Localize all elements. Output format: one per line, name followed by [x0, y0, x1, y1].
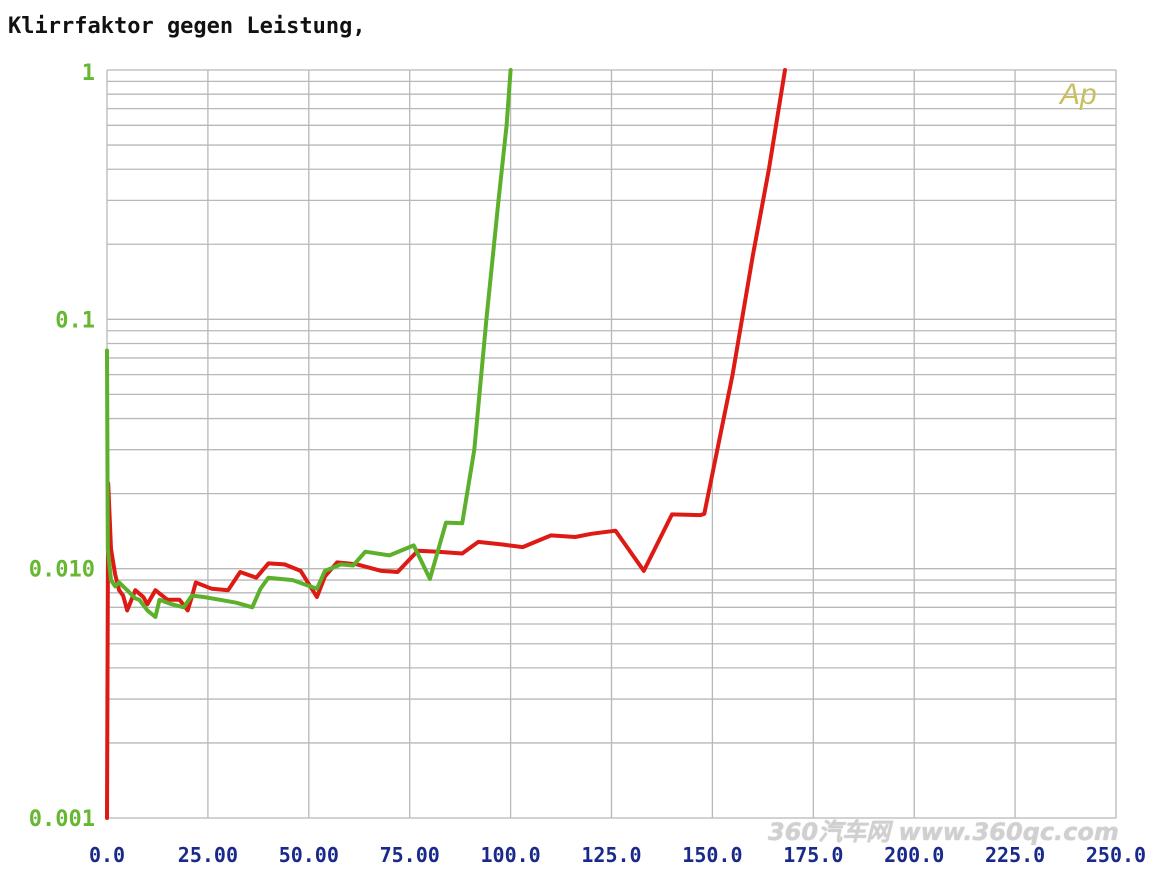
x-tick-label: 250.0 — [1086, 843, 1146, 867]
y-tick-label: 1 — [82, 61, 95, 86]
x-tick-label: 200.0 — [884, 843, 944, 867]
ap-logo: Ap — [1058, 78, 1097, 111]
grid — [106, 69, 1117, 819]
x-tick-label: 175.0 — [783, 843, 843, 867]
y-tick-label: 0.1 — [55, 308, 95, 333]
series-line-1 — [105, 68, 787, 820]
x-tick-label: 0.0 — [89, 843, 125, 867]
y-tick-label: 0.010 — [29, 558, 95, 583]
series-lines — [105, 68, 787, 820]
x-tick-label: 25.00 — [178, 843, 238, 867]
y-axis-ticks: 1 0.1 0.010 0.001 — [29, 61, 95, 832]
x-tick-label: 50.00 — [279, 843, 339, 867]
y-tick-label: 0.001 — [29, 807, 95, 832]
x-tick-label: 75.00 — [380, 843, 440, 867]
x-tick-label: 150.0 — [682, 843, 742, 867]
x-tick-label: 225.0 — [985, 843, 1045, 867]
chart-title: Klirrfaktor gegen Leistung, — [8, 14, 366, 39]
x-tick-label: 100.0 — [480, 843, 540, 867]
x-axis-ticks: 0.0 25.00 50.00 75.00 100.0 125.0 150.0 175.0 20… — [89, 843, 1146, 867]
watermark: 360汽车网 www.360qc.com — [768, 818, 1119, 846]
series-line-2 — [105, 68, 513, 619]
x-tick-label: 125.0 — [581, 843, 641, 867]
